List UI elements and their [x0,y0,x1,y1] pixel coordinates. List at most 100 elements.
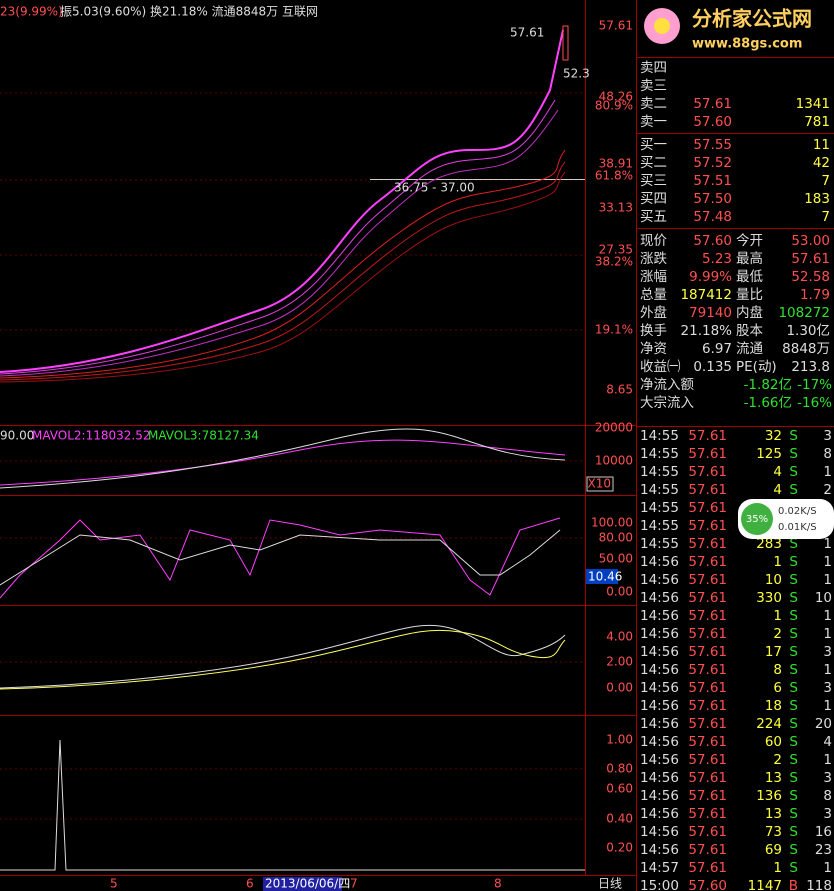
kdj-current: 10.46 [588,570,622,584]
tick-cell: 1 [823,662,832,678]
tick-cell: 14:56 [640,680,679,696]
tick-cell: 1 [773,554,782,570]
annotation: 52.3 [563,67,590,81]
stat-label: 收益㈠ [640,359,681,375]
order-price: 57.50 [693,191,732,207]
order-price: 57.48 [693,209,732,225]
tick-cell: 1147 [748,878,782,891]
annotation: 57.61 [510,26,544,40]
axis-label: 27.35 [599,243,633,257]
tick-cell: 14:56 [640,842,679,858]
stat-label: 最高 [736,250,763,267]
order-label: 买三 [640,173,667,189]
axis-label: 20000 [595,421,633,435]
tick-cell: S [789,824,798,840]
tick-cell: 73 [765,824,782,840]
period-label: 日线 [598,877,622,891]
tick-cell: S [789,806,798,822]
stat-value: 9.99% [689,269,732,285]
stat-label: 现价 [640,233,668,249]
tick-cell: 14:56 [640,554,679,570]
axis-label: 80.9% [595,99,633,113]
tick-cell: 14:55 [640,518,679,534]
axis-label: 48.26 [599,90,633,104]
stat-value: 57.61 [791,251,830,267]
tick-cell: 57.61 [688,518,727,534]
tick-cell: 57.61 [688,500,727,516]
tick-cell: S [789,482,798,498]
tick-cell: 60 [765,734,782,750]
stat-value: 6.97 [702,341,732,357]
tick-cell: 14:55 [640,482,679,498]
tick-cell: 14:56 [640,662,679,678]
axis-label: 8.65 [606,383,633,397]
stat-label: 净资 [640,341,667,357]
tick-cell: 1 [773,860,782,876]
indicator-lines [0,428,585,871]
stat-value: 52.58 [791,269,830,285]
stat-value: -1.66亿 [744,395,792,411]
tick-cell: 57.61 [688,842,727,858]
tick-cell: 1 [823,554,832,570]
tick-cell: 14:55 [640,464,679,480]
stat-label: 外盘 [640,304,667,321]
tick-cell: S [789,752,798,768]
axis-label: 61.8% [595,169,633,183]
tick-cell: 224 [756,716,782,732]
speed-down: 0.01K/S [778,522,817,533]
tick-cell: 57.61 [688,770,727,786]
stat-label: 涨幅 [640,269,667,285]
tick-cell: 14:56 [640,716,679,732]
axis-label: 0.00 [606,585,633,599]
axis-label: 0.20 [606,841,633,855]
order-volume: 183 [804,191,830,207]
order-label: 卖一 [640,114,667,130]
stat-value: 187412 [680,287,732,303]
stat-value: -17% [797,377,832,393]
axis-label: 57.61 [599,19,633,33]
tick-cell: 57.61 [688,464,727,480]
unit-box [586,476,614,492]
tick-cell: 57.61 [688,824,727,840]
tick-cell: B [789,878,798,891]
order-volume: 7 [821,173,830,189]
axis-label: 19.1% [595,323,633,337]
tick-cell: 57.61 [688,446,727,462]
tick-cell: 57.61 [688,572,727,588]
tick-cell: 14:56 [640,752,679,768]
tick-cell: 23 [815,842,832,858]
stat-value: 8848万 [782,341,830,357]
stat-value: 57.60 [693,233,732,249]
speed-up: 0.02K/S [778,506,817,517]
tick-cell: 283 [756,536,782,552]
axis-label: 1.00 [606,733,633,747]
tick-cell: 57.61 [688,428,727,444]
tick-cell: S [789,698,798,714]
stat-label: 换手 [640,323,667,339]
current-box [586,569,618,584]
axis-label: 10000 [595,454,633,468]
axis-label: 50.00 [599,552,633,566]
order-volume: 781 [804,114,830,130]
tick-cell: 14:55 [640,446,679,462]
tick-cell: 15:00 [640,878,679,891]
order-price: 57.52 [693,155,732,171]
tick-cell: 14:56 [640,698,679,714]
axis-label: 38.2% [595,255,633,269]
order-volume: 1341 [796,96,830,112]
order-label: 买一 [640,137,667,153]
tick-cell: 57.61 [688,644,727,660]
tick-cell: 57.61 [688,716,727,732]
tick-cell: S [789,860,798,876]
tick-cell: 14:55 [640,536,679,552]
tick-cell: 57.60 [688,878,727,891]
date-highlight [263,877,342,891]
tick-cell: S [789,842,798,858]
tick-cell: 1 [823,752,832,768]
tick-cell: 330 [756,590,782,606]
header-change: 23(9.99%) [0,5,63,19]
tick-cell: S [789,788,798,804]
tick-cell: 57.61 [688,698,727,714]
